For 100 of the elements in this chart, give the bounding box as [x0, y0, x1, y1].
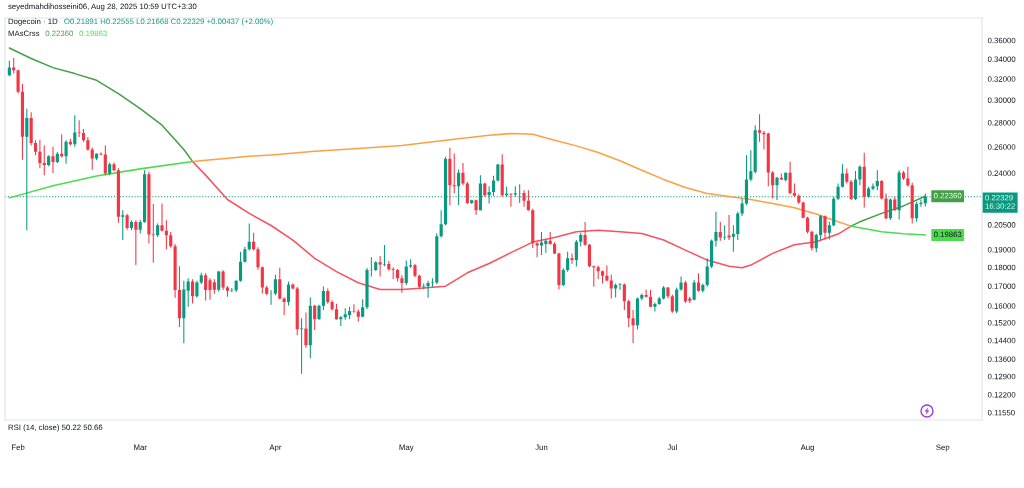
candlestick: [387, 260, 391, 271]
candlestick: [151, 204, 155, 263]
candlestick: [47, 155, 51, 167]
candlestick: [68, 138, 72, 146]
candlestick: [143, 170, 147, 223]
candlestick: [701, 283, 705, 293]
candlestick: [845, 168, 849, 184]
candlestick: [644, 289, 648, 298]
candlestick: [792, 183, 797, 197]
candlestick: [42, 145, 46, 176]
candlestick: [840, 164, 844, 188]
candlestick: [718, 221, 722, 241]
candlestick: [313, 304, 317, 331]
candlestick: [679, 276, 683, 291]
candlestick: [378, 256, 382, 277]
candlestick: [849, 180, 853, 201]
candlestick: [710, 239, 714, 268]
candlestick: [784, 172, 788, 182]
candlestick: [570, 253, 574, 264]
candlestick: [875, 170, 879, 191]
candlestick: [103, 145, 107, 176]
candlestick: [195, 280, 199, 298]
candlestick: [317, 304, 321, 320]
candlestick: [771, 170, 775, 199]
line-series: [191, 132, 852, 227]
line-series: [8, 47, 194, 163]
candlestick: [827, 221, 831, 240]
candlestick: [614, 283, 618, 298]
candlestick: [108, 162, 112, 176]
candlestick: [369, 257, 373, 277]
candlestick: [426, 280, 430, 298]
candlestick: [592, 265, 596, 287]
candlestick: [757, 114, 762, 142]
candlestick: [430, 278, 435, 287]
candlestick: [81, 129, 86, 142]
candlestick: [60, 134, 64, 158]
candlestick: [753, 125, 757, 174]
candlestick: [766, 132, 770, 187]
candlestick: [73, 115, 77, 147]
candlestick: [99, 152, 103, 156]
candlestick: [86, 136, 90, 151]
candlestick: [814, 233, 818, 253]
candlestick: [304, 312, 308, 348]
candlestick: [627, 299, 631, 327]
candlestick: [138, 219, 142, 234]
candlestick: [465, 181, 469, 205]
candlestick: [579, 232, 583, 247]
candlestick: [186, 278, 190, 307]
candlestick: [535, 241, 539, 258]
candlestick: [343, 308, 347, 320]
candlestick: [265, 285, 269, 296]
candlestick: [38, 139, 42, 169]
candlestick: [474, 199, 478, 215]
candlestick: [692, 279, 696, 301]
candlestick: [531, 208, 535, 249]
candlestick: [526, 190, 530, 211]
candlestick: [457, 169, 461, 206]
candlestick: [29, 112, 33, 146]
candlestick: [587, 243, 592, 268]
candlestick: [696, 273, 701, 292]
candlestick: [269, 290, 273, 305]
candlestick: [801, 201, 805, 219]
candlestick: [832, 196, 836, 227]
line-series: [850, 195, 927, 227]
candlestick: [147, 171, 151, 244]
candlestick: [382, 245, 387, 267]
candlestick: [509, 193, 513, 207]
candlestick: [880, 180, 884, 200]
candlestick: [557, 252, 561, 290]
candlestick: [683, 280, 687, 303]
candlestick: [919, 199, 923, 207]
candlestick: [16, 69, 20, 94]
candlestick: [749, 150, 753, 182]
candlestick: [352, 304, 356, 313]
candlestick: [810, 230, 814, 251]
candlestick: [326, 288, 330, 304]
candlestick: [321, 286, 325, 310]
candlestick: [365, 268, 369, 310]
candlestick: [116, 168, 120, 223]
candlestick: [51, 146, 55, 174]
candlestick: [173, 244, 177, 298]
candlestick: [561, 268, 565, 287]
candlestick: [705, 258, 709, 287]
candlestick: [243, 246, 247, 263]
candlestick: [622, 283, 626, 310]
candlestick: [609, 274, 613, 299]
candlestick: [64, 140, 68, 164]
candlestick: [888, 198, 892, 221]
candlestick: [129, 220, 134, 231]
candlestick: [20, 84, 25, 160]
candlestick: [400, 275, 404, 293]
candlestick: [12, 57, 16, 74]
candlestick: [278, 267, 282, 300]
line-series: [850, 225, 927, 236]
candlestick: [653, 302, 657, 312]
candlestick: [548, 232, 552, 245]
candlestick: [300, 318, 304, 374]
candlestick: [308, 297, 312, 359]
candlestick: [77, 120, 81, 137]
candlestick: [605, 265, 609, 282]
